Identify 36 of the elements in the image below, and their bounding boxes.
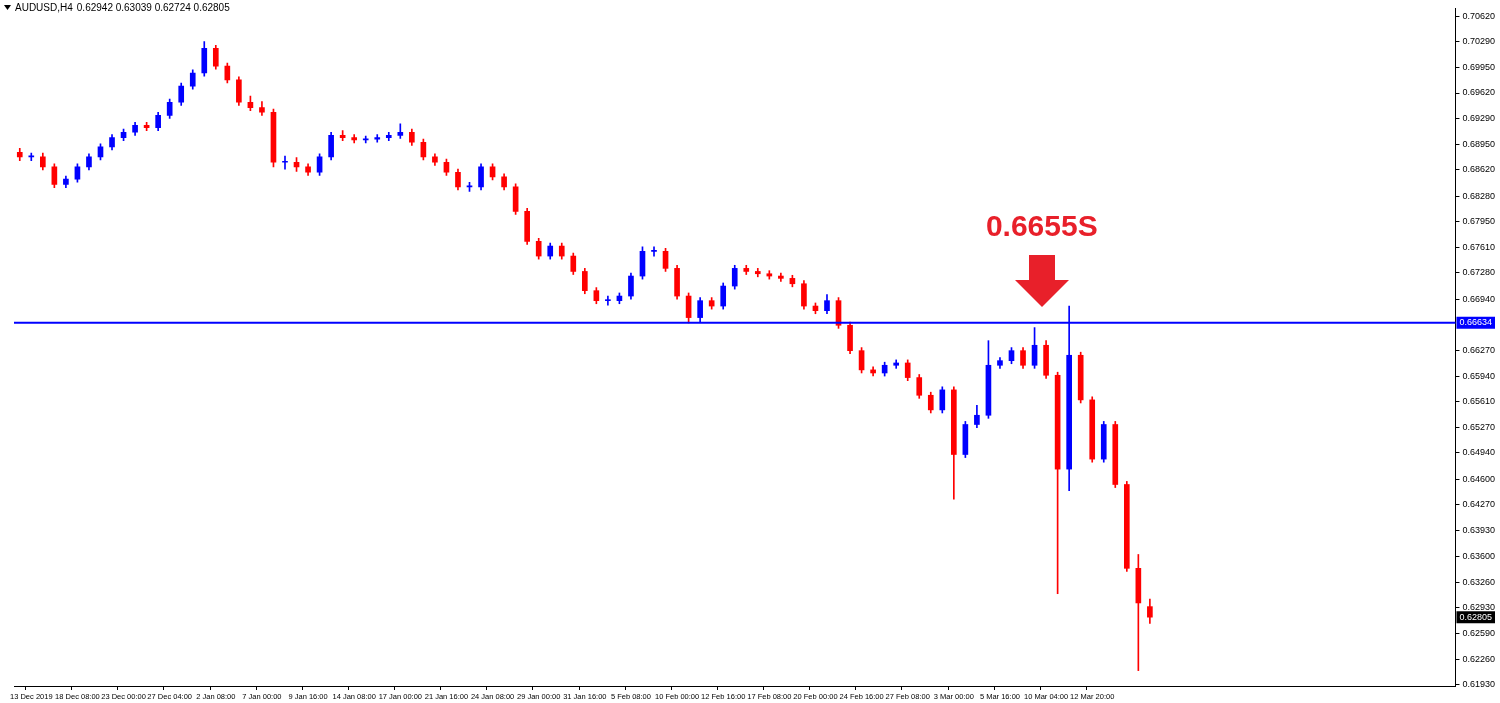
chart-title: AUDUSD,H4 [15, 2, 73, 13]
candlestick [397, 123, 404, 139]
y-tick-label: 0.69950 [1462, 62, 1496, 73]
y-tick-label: 0.64940 [1462, 447, 1496, 458]
chart-subtitle: 0.62942 0.63039 0.62724 0.62805 [76, 2, 230, 13]
y-tick-label: 0.62260 [1462, 653, 1496, 664]
y-tick-label: 0.70620 [1462, 10, 1496, 21]
y-tick-label: 0.63260 [1462, 576, 1496, 587]
y-tick-label: 0.66940 [1462, 293, 1496, 304]
candlestick [282, 155, 288, 170]
y-tick-label: 0.63600 [1462, 550, 1496, 561]
y-tick-label: 0.69620 [1462, 87, 1496, 98]
annotation: 0.6655S [985, 208, 1098, 243]
y-tick-label: 0.68620 [1462, 164, 1496, 175]
y-tick-label: 0.67950 [1462, 215, 1496, 226]
y-tick-label: 0.68950 [1462, 139, 1496, 150]
y-tick-label: 0.61930 [1462, 678, 1496, 689]
candlestick [374, 134, 381, 143]
ref-line-label: 0.66634 [1459, 317, 1493, 328]
y-tick-label: 0.64270 [1462, 498, 1496, 509]
y-tick-label: 0.67610 [1462, 242, 1496, 253]
annotation: 0.62805 [1459, 611, 1493, 622]
y-tick-label: 0.67280 [1462, 267, 1496, 278]
y-tick-label: 0.64600 [1462, 473, 1496, 484]
y-tick-label: 0.62590 [1462, 628, 1496, 639]
y-tick-label: 0.63930 [1462, 525, 1496, 536]
y-tick-label: 0.65940 [1462, 370, 1496, 381]
y-tick-label: 0.70290 [1462, 35, 1496, 46]
y-tick-label: 0.68280 [1462, 190, 1496, 201]
y-tick-label: 0.65270 [1462, 422, 1496, 433]
candlestick [605, 295, 611, 306]
y-tick-label: 0.66270 [1462, 345, 1496, 356]
y-tick-label: 0.65610 [1462, 395, 1496, 406]
y-tick-label: 0.62930 [1462, 602, 1496, 613]
candlestick [651, 246, 657, 257]
y-tick-label: 0.69290 [1462, 112, 1496, 123]
